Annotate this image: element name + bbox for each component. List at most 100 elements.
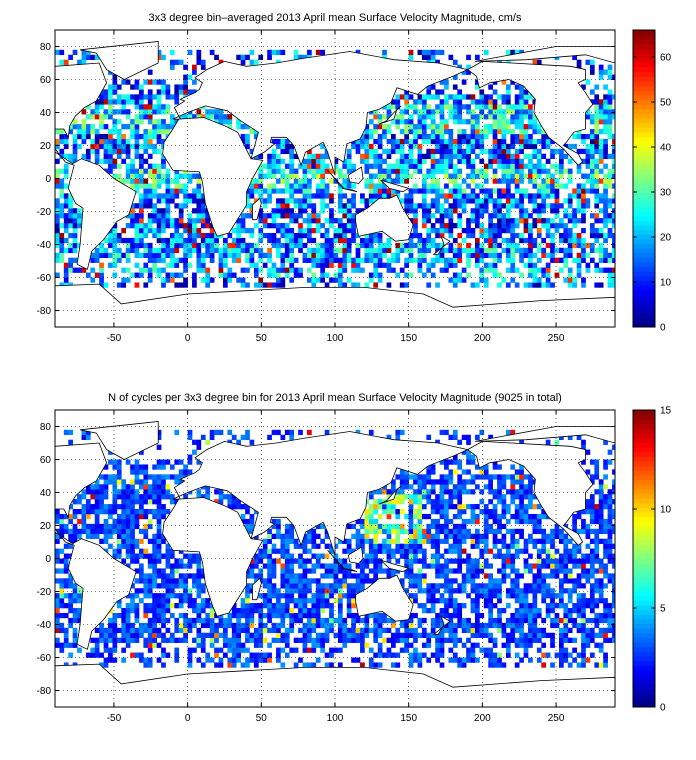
bin-cell [541,598,547,604]
bin-cell [360,138,365,145]
bin-cell [112,223,118,229]
bin-cell [307,247,312,254]
bin-cell [505,603,511,609]
bin-cell [302,198,308,204]
bin-cell [108,652,113,658]
bin-cell [404,94,409,100]
bin-cell [603,627,608,634]
bin-cell [125,257,131,263]
bin-cell [267,578,272,584]
bin-cell [466,657,471,663]
bin-cell [108,252,113,258]
bin-cell [612,598,615,604]
bin-cell [523,173,529,179]
bin-cell [293,54,299,60]
bin-cell [302,593,308,599]
bin-cell [165,637,171,643]
bin-cell [594,158,600,164]
bin-cell [391,642,396,648]
bin-cell [368,188,374,194]
bin-cell [187,242,193,249]
bin-cell [324,183,330,189]
bin-cell [298,213,303,219]
bin-cell [475,528,480,535]
bin-cell [603,208,608,214]
bin-cell [603,129,608,135]
bin-cell [377,143,383,150]
bin-cell [532,608,538,614]
bin-cell [408,583,414,589]
bin-cell [355,208,361,214]
bin-cell [351,193,356,199]
bin-cell [178,593,184,599]
bin-cell [315,578,321,584]
landmass [55,283,615,327]
bin-cell [284,548,290,554]
bin-cell [576,163,582,169]
bin-cell [139,163,144,169]
bin-cell [174,232,180,239]
bin-cell [293,637,299,643]
bin-cell [174,578,180,584]
bin-cell [439,203,445,209]
landmass [162,117,264,237]
bin-cell [589,637,595,643]
bin-cell [112,119,118,125]
bin-cell [337,647,343,653]
bin-cell [519,119,524,125]
bin-cell [315,173,321,179]
bin-cell [143,178,149,184]
bin-cell [421,49,427,56]
bin-cell [581,247,586,254]
bin-cell [479,208,485,214]
bin-cell [364,573,370,579]
bin-cell [125,563,131,569]
bin-cell [183,622,188,629]
bin-cell [218,622,224,629]
bin-cell [501,247,507,254]
bin-cell [187,232,193,239]
bin-cell [585,188,591,194]
bin-cell [143,247,149,254]
bin-cell [501,543,507,549]
bin-cell [55,578,60,584]
bin-cell [267,558,272,564]
bin-cell [470,228,476,234]
bin-cell [368,538,374,544]
bin-cell [408,153,414,159]
bin-cell [298,608,303,614]
bin-cell [585,143,591,150]
bin-cell [567,568,573,574]
bin-cell [404,124,409,130]
bin-cell [200,64,206,70]
bin-cell [337,588,343,594]
bin-cell [187,657,193,663]
bin-cell [439,632,445,638]
bin-cell [452,173,458,179]
bin-cell [209,252,215,258]
bin-cell [174,223,180,229]
bin-cell [505,223,511,229]
bin-cell [55,158,60,164]
bin-cell [103,538,109,544]
bin-cell [607,637,613,643]
bin-cell [147,188,153,194]
bin-cell [249,148,255,155]
bin-cell [550,558,555,564]
bin-cell [607,603,613,609]
bin-cell [116,148,122,155]
bin-cell [426,563,432,569]
bin-cell [174,262,180,268]
bin-cell [355,143,361,150]
bin-cell [545,593,551,599]
bin-cell [311,252,317,258]
bin-cell [284,588,290,594]
bin-cell [554,603,560,609]
bin-cell [192,282,197,288]
bin-cell [72,247,78,254]
colorbar-swatch [633,53,655,59]
bin-cell [253,183,259,189]
bin-cell [307,153,312,159]
bin-cell [147,213,153,219]
bin-cell [346,163,352,169]
